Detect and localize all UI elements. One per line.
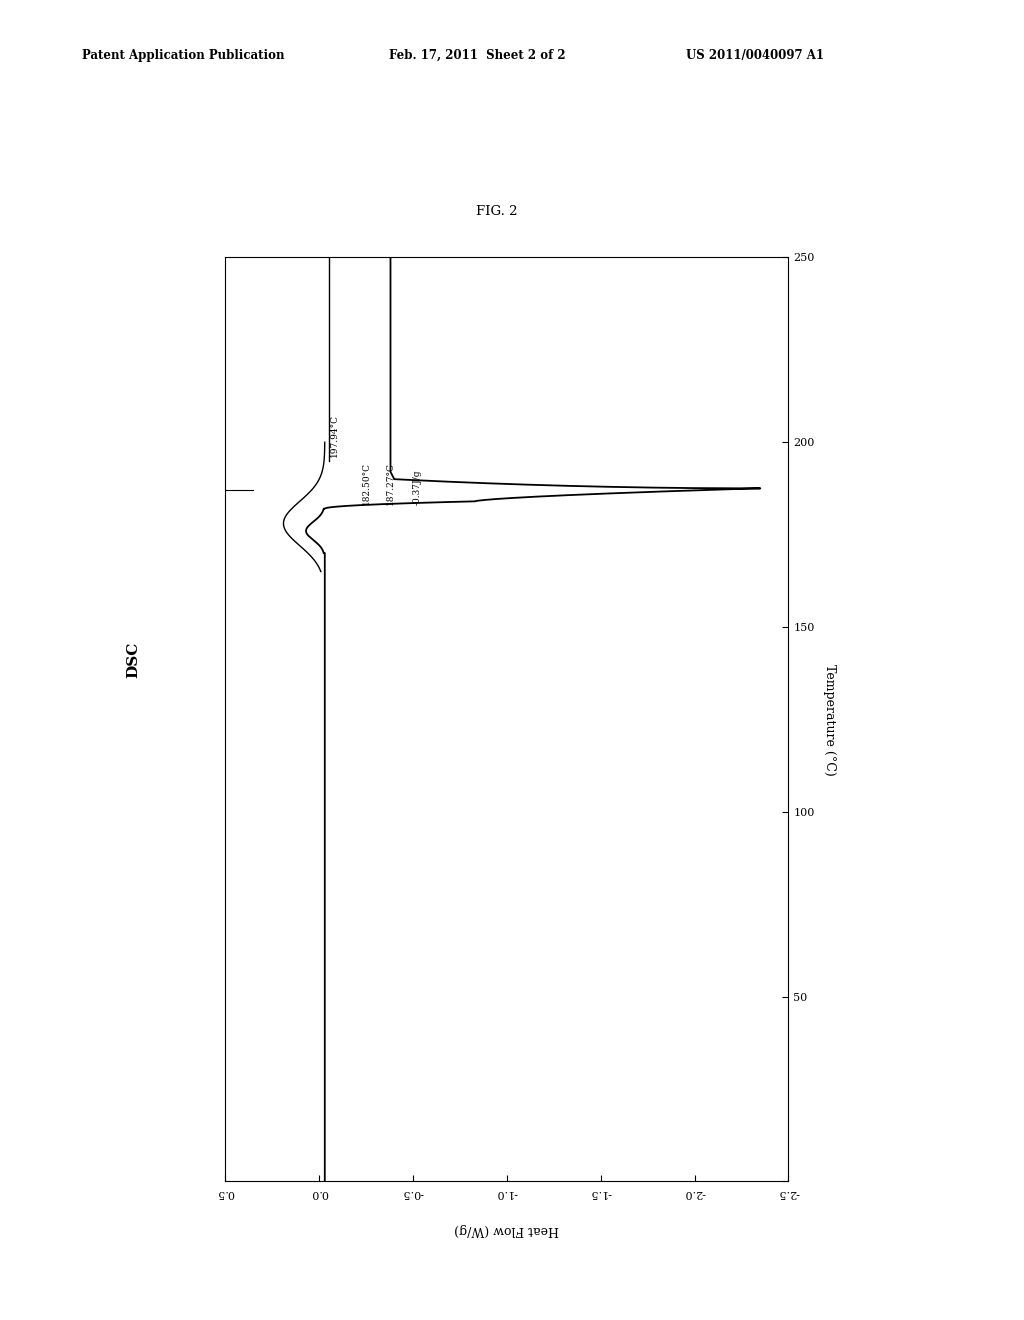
Text: Feb. 17, 2011  Sheet 2 of 2: Feb. 17, 2011 Sheet 2 of 2 xyxy=(389,49,565,62)
Text: US 2011/0040097 A1: US 2011/0040097 A1 xyxy=(686,49,824,62)
Text: -0.37J/g: -0.37J/g xyxy=(413,470,421,506)
Text: Patent Application Publication: Patent Application Publication xyxy=(82,49,285,62)
Text: FIG. 2: FIG. 2 xyxy=(476,205,517,218)
Y-axis label: Temperature (°C): Temperature (°C) xyxy=(822,664,836,775)
Text: 187.27°C: 187.27°C xyxy=(386,462,395,506)
Text: 182.50°C: 182.50°C xyxy=(361,462,371,506)
Text: DSC: DSC xyxy=(126,642,140,678)
X-axis label: Heat Flow (W/g): Heat Flow (W/g) xyxy=(455,1224,559,1237)
Text: 197.94°C: 197.94°C xyxy=(330,414,339,457)
